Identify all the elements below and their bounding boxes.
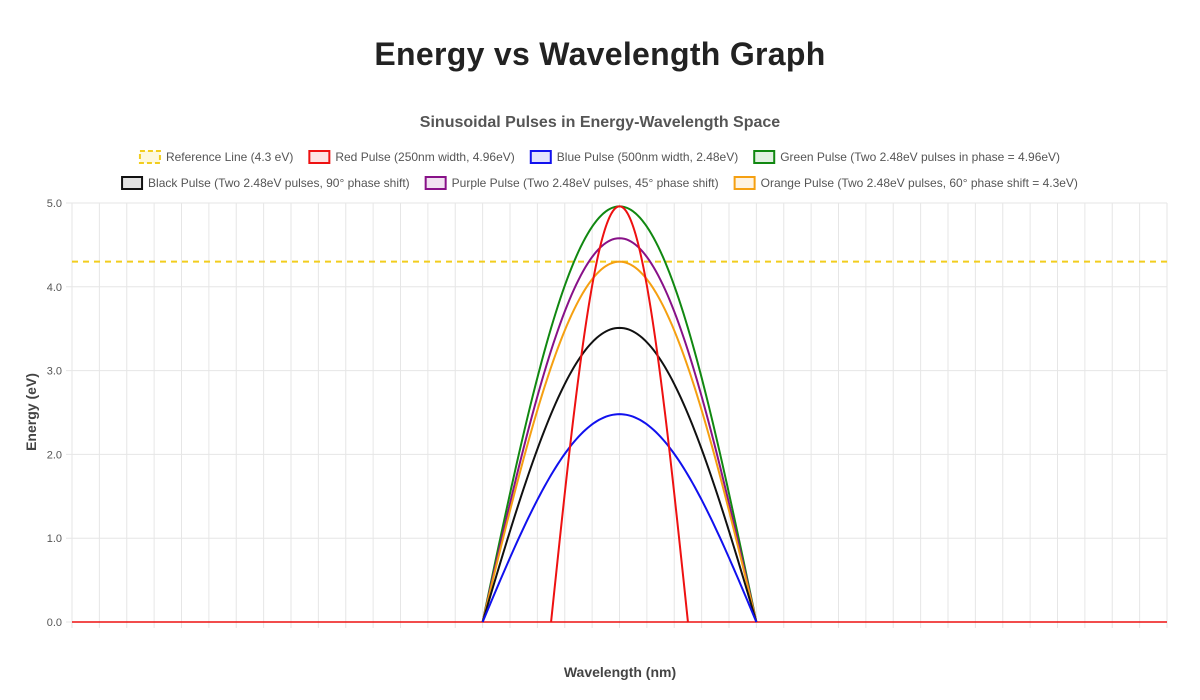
y-tick-label: 5.0 <box>47 198 62 210</box>
legend-label: Blue Pulse (500nm width, 2.48eV) <box>557 150 738 164</box>
legend-swatch <box>529 150 552 164</box>
legend-item[interactable]: Green Pulse (Two 2.48eV pulses in phase … <box>753 150 1060 164</box>
legend-item[interactable]: Reference Line (4.3 eV) <box>138 150 293 164</box>
y-tick-label: 3.0 <box>47 366 62 378</box>
series-line-111111 <box>481 326 758 623</box>
y-axis: 0.0 1.0 2.0 3.0 4.0 5.0 <box>47 198 62 629</box>
page-title: Energy vs Wavelength Graph <box>374 36 826 72</box>
grid <box>66 202 1168 628</box>
y-tick-label: 4.0 <box>47 282 62 294</box>
legend-swatch <box>753 150 776 164</box>
series-line-1111ee <box>481 413 758 623</box>
legend: Reference Line (4.3 eV) Red Pulse (250nm … <box>121 150 1078 190</box>
legend-swatch <box>424 176 447 190</box>
legend-label: Red Pulse (250nm width, 4.96eV) <box>335 150 514 164</box>
legend-item[interactable]: Red Pulse (250nm width, 4.96eV) <box>308 150 515 164</box>
legend-swatch <box>138 150 161 164</box>
y-axis-label: Energy (eV) <box>23 373 39 451</box>
legend-label: Reference Line (4.3 eV) <box>166 150 293 164</box>
y-tick-label: 0.0 <box>47 617 62 629</box>
legend-label: Black Pulse (Two 2.48eV pulses, 90° phas… <box>148 176 410 190</box>
legend-swatch <box>733 176 756 190</box>
series-line-f5a011 <box>481 260 758 623</box>
legend-item[interactable]: Purple Pulse (Two 2.48eV pulses, 45° pha… <box>424 176 719 190</box>
legend-item[interactable]: Black Pulse (Two 2.48eV pulses, 90° phas… <box>121 176 410 190</box>
legend-label: Purple Pulse (Two 2.48eV pulses, 45° pha… <box>452 176 719 190</box>
legend-swatch <box>121 176 144 190</box>
y-tick-label: 1.0 <box>47 533 62 545</box>
chart-title: Sinusoidal Pulses in Energy-Wavelength S… <box>420 114 780 131</box>
series-line-881188 <box>481 237 758 623</box>
legend-item[interactable]: Blue Pulse (500nm width, 2.48eV) <box>529 150 738 164</box>
y-tick-label: 2.0 <box>47 449 62 461</box>
x-axis-label: Wavelength (nm) <box>564 664 676 680</box>
legend-swatch <box>308 150 331 164</box>
legend-label: Green Pulse (Two 2.48eV pulses in phase … <box>780 150 1060 164</box>
series-line-ee1111 <box>550 205 689 623</box>
series-layer <box>72 205 1167 623</box>
legend-label: Orange Pulse (Two 2.48eV pulses, 60° pha… <box>761 176 1078 190</box>
legend-item[interactable]: Orange Pulse (Two 2.48eV pulses, 60° pha… <box>733 176 1078 190</box>
